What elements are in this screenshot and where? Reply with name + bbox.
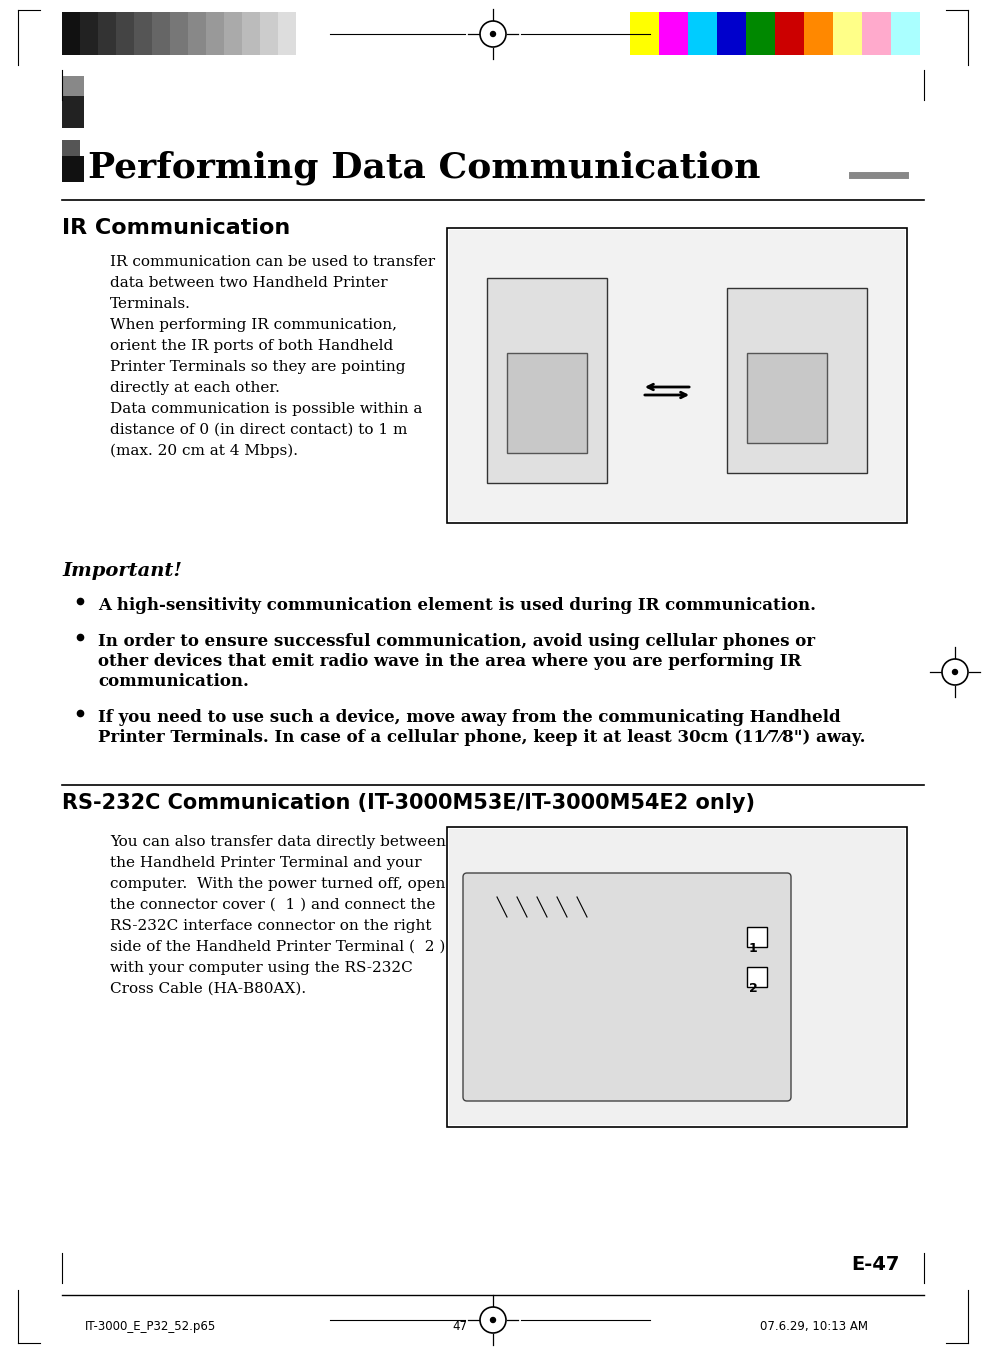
Text: 1: 1 — [749, 942, 758, 955]
Bar — [278, 12, 296, 55]
Bar — [116, 12, 134, 55]
Text: In order to ensure successful communication, avoid using cellular phones or: In order to ensure successful communicat… — [98, 633, 815, 649]
Text: E-47: E-47 — [852, 1256, 900, 1275]
Bar — [206, 12, 224, 55]
Bar — [717, 12, 746, 55]
Bar — [862, 12, 891, 55]
Text: data between two Handheld Printer: data between two Handheld Printer — [110, 276, 387, 290]
Circle shape — [952, 670, 957, 675]
Text: 47: 47 — [453, 1321, 467, 1333]
Text: RS-232C interface connector on the right: RS-232C interface connector on the right — [110, 919, 432, 934]
Text: Performing Data Communication: Performing Data Communication — [88, 150, 760, 185]
Bar — [188, 12, 206, 55]
Text: Important!: Important! — [62, 561, 181, 580]
Text: directly at each other.: directly at each other. — [110, 382, 280, 395]
Text: side of the Handheld Printer Terminal (  2 ): side of the Handheld Printer Terminal ( … — [110, 940, 446, 954]
Polygon shape — [487, 277, 607, 483]
Text: Data communication is possible within a: Data communication is possible within a — [110, 402, 422, 415]
Text: IR Communication: IR Communication — [62, 218, 290, 238]
Text: RS-232C Communication (IT-3000M53E/IT-3000M54E2 only): RS-232C Communication (IT-3000M53E/IT-30… — [62, 793, 755, 813]
Polygon shape — [727, 288, 867, 474]
Text: 07.6.29, 10:13 AM: 07.6.29, 10:13 AM — [760, 1321, 868, 1333]
Text: If you need to use such a device, move away from the communicating Handheld: If you need to use such a device, move a… — [98, 709, 841, 727]
Bar — [260, 12, 278, 55]
Bar — [80, 12, 98, 55]
Text: computer.  With the power turned off, open: computer. With the power turned off, ope… — [110, 877, 446, 892]
Bar — [688, 12, 717, 55]
Text: A high-sensitivity communication element is used during IR communication.: A high-sensitivity communication element… — [98, 597, 816, 614]
Text: distance of 0 (in direct contact) to 1 m: distance of 0 (in direct contact) to 1 m — [110, 423, 407, 437]
Bar — [242, 12, 260, 55]
Bar — [775, 12, 804, 55]
Bar — [62, 96, 84, 129]
Bar — [62, 139, 80, 158]
Text: communication.: communication. — [98, 672, 248, 690]
Text: Printer Terminals. In case of a cellular phone, keep it at least 30cm (11⁄7⁄8") : Printer Terminals. In case of a cellular… — [98, 729, 866, 746]
FancyBboxPatch shape — [463, 873, 791, 1101]
Bar — [447, 229, 907, 524]
Bar — [447, 827, 907, 1127]
Bar — [98, 12, 116, 55]
Bar — [659, 12, 688, 55]
Bar — [134, 12, 152, 55]
Bar — [62, 12, 80, 55]
Bar — [62, 76, 84, 97]
Text: IT-3000_E_P32_52.p65: IT-3000_E_P32_52.p65 — [85, 1321, 216, 1333]
Text: Terminals.: Terminals. — [110, 298, 191, 311]
Text: When performing IR communication,: When performing IR communication, — [110, 318, 397, 331]
Circle shape — [490, 31, 496, 37]
Bar — [449, 230, 905, 521]
Text: the connector cover (  1 ) and connect the: the connector cover ( 1 ) and connect th… — [110, 898, 436, 912]
Text: IR communication can be used to transfer: IR communication can be used to transfer — [110, 254, 435, 269]
Text: the Handheld Printer Terminal and your: the Handheld Printer Terminal and your — [110, 856, 422, 870]
Bar — [224, 12, 242, 55]
Text: Cross Cable (HA-B80AX).: Cross Cable (HA-B80AX). — [110, 982, 306, 996]
Bar — [449, 829, 905, 1124]
Bar — [833, 12, 862, 55]
Text: orient the IR ports of both Handheld: orient the IR ports of both Handheld — [110, 340, 393, 353]
Text: 2: 2 — [749, 982, 758, 994]
Text: You can also transfer data directly between: You can also transfer data directly betw… — [110, 835, 446, 848]
Text: Printer Terminals so they are pointing: Printer Terminals so they are pointing — [110, 360, 405, 373]
Bar — [747, 927, 767, 947]
Text: with your computer using the RS-232C: with your computer using the RS-232C — [110, 961, 413, 976]
Text: other devices that emit radio wave in the area where you are performing IR: other devices that emit radio wave in th… — [98, 653, 802, 670]
Bar — [804, 12, 833, 55]
Bar — [170, 12, 188, 55]
Text: (max. 20 cm at 4 Mbps).: (max. 20 cm at 4 Mbps). — [110, 444, 298, 459]
Circle shape — [490, 1318, 496, 1322]
Bar — [891, 12, 920, 55]
Bar — [630, 12, 659, 55]
Bar — [152, 12, 170, 55]
Bar — [62, 156, 84, 183]
Bar — [746, 12, 775, 55]
Bar — [747, 967, 767, 986]
Bar — [507, 353, 587, 453]
Bar — [747, 353, 827, 442]
